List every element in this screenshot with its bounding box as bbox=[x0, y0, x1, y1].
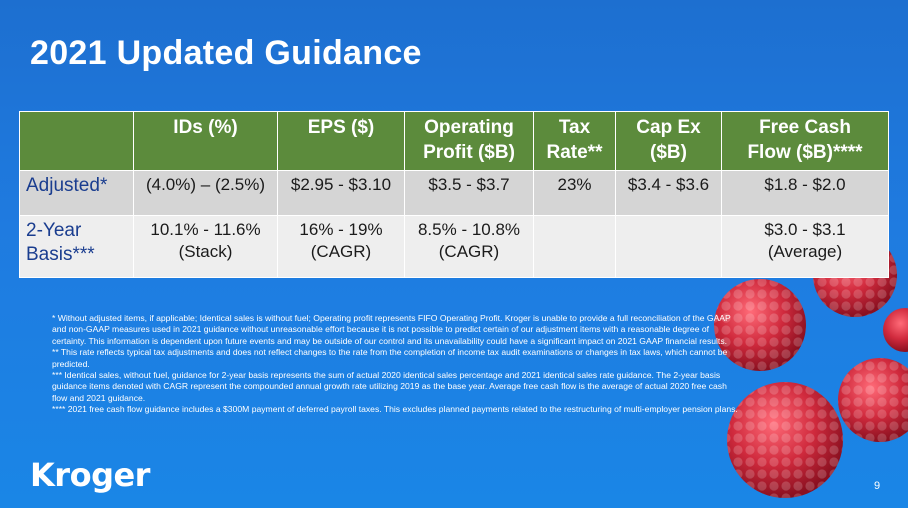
raspberry-bottom-left bbox=[727, 382, 843, 498]
cell-two-year-operating-profit: 8.5% - 10.8% (CAGR) bbox=[404, 215, 534, 278]
header-eps: EPS ($) bbox=[277, 111, 405, 171]
cell-adjusted-cap-ex: $3.4 - $3.6 bbox=[615, 170, 722, 216]
table-row-two-year: 2-Year Basis*** 10.1% - 11.6% (Stack) 16%… bbox=[19, 215, 889, 278]
page-number: 9 bbox=[874, 480, 881, 492]
cell-adjusted-tax-rate: 23% bbox=[533, 170, 616, 216]
cell-two-year-eps: 16% - 19% (CAGR) bbox=[277, 215, 405, 278]
table-row-adjusted: Adjusted* (4.0%) – (2.5%) $2.95 - $3.10 … bbox=[19, 170, 889, 216]
slide-title: 2021 Updated Guidance bbox=[30, 34, 422, 72]
row-label-two-year: 2-Year Basis*** bbox=[19, 215, 134, 278]
guidance-table: IDs (%) EPS ($) Operating Profit ($B) Tax… bbox=[19, 111, 889, 278]
cell-two-year-ids: 10.1% - 11.6% (Stack) bbox=[133, 215, 278, 278]
cell-adjusted-eps: $2.95 - $3.10 bbox=[277, 170, 405, 216]
footnotes: * Without adjusted items, if applicable;… bbox=[52, 313, 742, 416]
table-header-row: IDs (%) EPS ($) Operating Profit ($B) Tax… bbox=[19, 111, 889, 171]
raspberry-bottom-right bbox=[838, 358, 908, 442]
footnote-free-cash-flow: **** 2021 free cash flow guidance includ… bbox=[52, 404, 738, 415]
footnote-tax-rate: ** This rate reflects typical tax adjust… bbox=[52, 347, 728, 369]
cell-adjusted-free-cash-flow: $1.8 - $2.0 bbox=[721, 170, 889, 216]
raspberry-edge bbox=[883, 308, 908, 352]
header-tax-rate: Tax Rate** bbox=[533, 111, 616, 171]
kroger-logo: Kroger bbox=[30, 456, 150, 494]
footnote-adjusted: * Without adjusted items, if applicable;… bbox=[52, 313, 731, 346]
row-label-adjusted: Adjusted* bbox=[19, 170, 134, 216]
header-cap-ex: Cap Ex ($B) bbox=[615, 111, 722, 171]
header-ids: IDs (%) bbox=[133, 111, 278, 171]
cell-two-year-cap-ex bbox=[615, 215, 722, 278]
header-operating-profit: Operating Profit ($B) bbox=[404, 111, 534, 171]
cell-two-year-free-cash-flow: $3.0 - $3.1 (Average) bbox=[721, 215, 889, 278]
cell-adjusted-operating-profit: $3.5 - $3.7 bbox=[404, 170, 534, 216]
header-corner-cell bbox=[19, 111, 134, 171]
cell-adjusted-ids: (4.0%) – (2.5%) bbox=[133, 170, 278, 216]
cell-two-year-tax-rate bbox=[533, 215, 616, 278]
footnote-two-year: *** Identical sales, without fuel, guida… bbox=[52, 370, 727, 403]
header-free-cash-flow: Free Cash Flow ($B)**** bbox=[721, 111, 889, 171]
